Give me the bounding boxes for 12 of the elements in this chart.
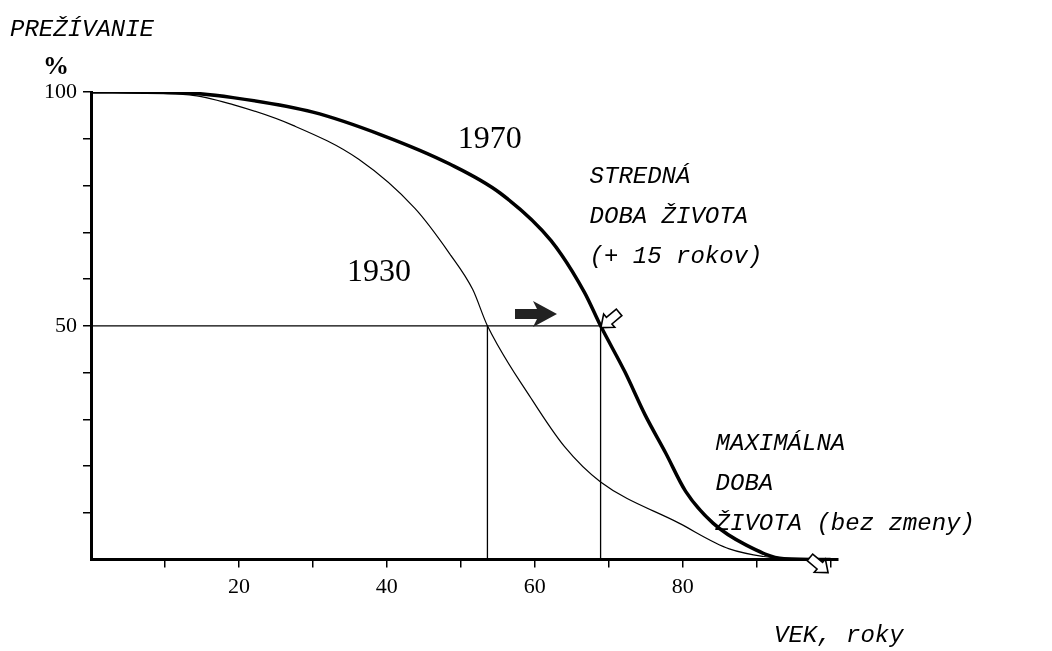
- x-tick-label: 40: [375, 572, 398, 598]
- series-label: 1930: [346, 251, 411, 288]
- y-tick-label: 100: [44, 77, 77, 103]
- series-label: 1970: [457, 119, 522, 156]
- y-tick-label: 50: [55, 311, 77, 337]
- annotation: STREDNÁ DOBA ŽIVOTA (+ 15 rokov): [589, 162, 763, 270]
- x-tick-label: 20: [227, 572, 250, 598]
- x-axis-title: VEK, roky: [774, 622, 905, 649]
- x-tick-label: 80: [671, 572, 694, 598]
- y-axis-title: PREŽÍVANIE %: [10, 16, 155, 80]
- x-tick-label: 60: [523, 572, 546, 598]
- annotation: MAXIMÁLNA DOBA ŽIVOTA (bez zmeny): [714, 429, 975, 537]
